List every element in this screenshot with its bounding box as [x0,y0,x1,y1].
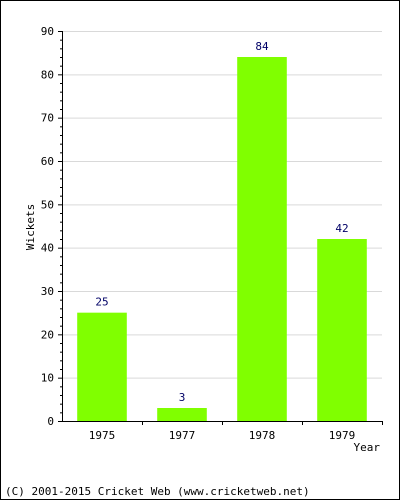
y-tick-label: 30 [41,285,54,298]
y-tick-label: 40 [41,242,54,255]
y-tick-label: 90 [41,25,54,38]
x-tick-label: 1978 [249,429,276,442]
data-labels: 25 3 84 42 [95,40,348,404]
bar-1978 [237,57,287,421]
y-tick-label: 50 [41,198,54,211]
copyright-footer: (C) 2001-2015 Cricket Web (www.cricketwe… [5,485,310,498]
data-label: 3 [179,391,186,404]
y-axis-label: Wickets [24,204,37,250]
x-tick-label: 1979 [329,429,356,442]
bars [77,57,367,421]
y-tick-label: 80 [41,68,54,81]
y-tick-label: 20 [41,328,54,341]
data-label: 25 [95,296,108,309]
y-tick-label: 10 [41,372,54,385]
bar-chart: 0 10 20 30 40 50 60 70 80 90 1975 1977 1978 1979 25 3 8… [24,25,383,454]
data-label: 42 [335,222,348,235]
tick-labels: 0 10 20 30 40 50 60 70 80 90 1975 1977 1978 1979 [41,25,383,442]
y-tick-label: 0 [47,415,54,428]
x-tick-label: 1977 [169,429,196,442]
x-axis-label: Year [354,441,381,454]
data-label: 84 [255,40,269,53]
bar-1979 [317,239,367,421]
y-tick-label: 70 [41,112,54,125]
bar-1977 [157,408,207,421]
x-tick-label: 1975 [89,429,116,442]
y-tick-label: 60 [41,155,54,168]
bar-1975 [77,312,127,421]
